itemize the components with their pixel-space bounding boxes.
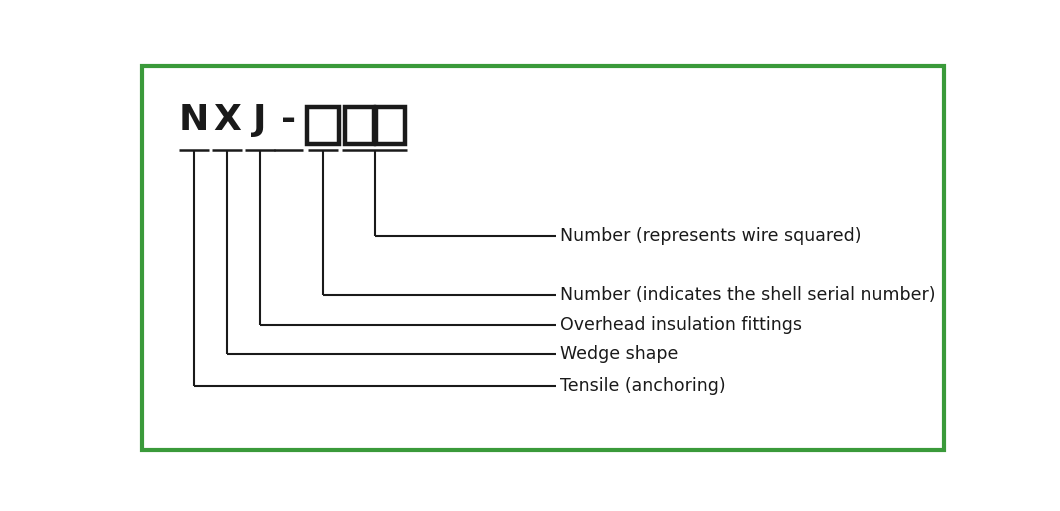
Text: Tensile (anchoring): Tensile (anchoring) xyxy=(560,377,725,395)
Bar xyxy=(376,107,405,144)
Text: N: N xyxy=(179,103,209,136)
Text: J: J xyxy=(253,103,266,136)
Text: Number (represents wire squared): Number (represents wire squared) xyxy=(560,227,861,245)
Text: -: - xyxy=(281,103,296,136)
Text: Wedge shape: Wedge shape xyxy=(560,345,678,363)
Bar xyxy=(344,107,373,144)
Text: X: X xyxy=(213,103,241,136)
Text: Number (indicates the shell serial number): Number (indicates the shell serial numbe… xyxy=(560,287,935,305)
Bar xyxy=(307,107,339,144)
Text: Overhead insulation fittings: Overhead insulation fittings xyxy=(560,316,801,334)
